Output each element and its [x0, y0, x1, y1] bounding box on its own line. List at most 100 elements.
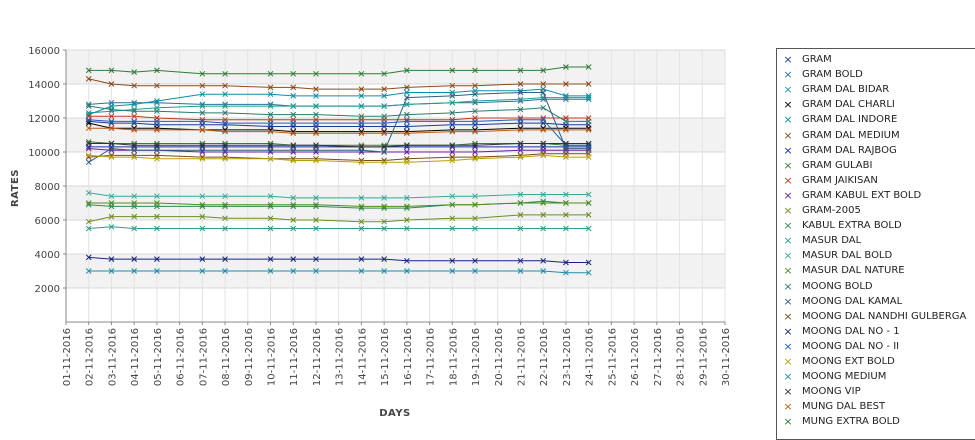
data-point	[131, 200, 138, 206]
data-point	[404, 217, 410, 223]
data-point	[85, 218, 92, 225]
data-point	[108, 213, 115, 220]
series-line	[88, 214, 589, 223]
data-point	[540, 140, 547, 147]
x-tick-label: 27-11-2016	[653, 328, 664, 386]
legend-label: MOONG VIP	[802, 386, 861, 398]
legend-label: GRAM	[802, 54, 832, 65]
legend-label: GRAM GULABI	[802, 159, 873, 171]
data-point	[85, 140, 92, 147]
data-point	[222, 82, 228, 89]
data-point	[85, 268, 92, 274]
data-point	[131, 256, 138, 262]
data-point	[85, 145, 92, 152]
data-point	[313, 268, 319, 274]
data-point	[381, 218, 387, 225]
data-point	[540, 212, 547, 218]
legend-item: × GRAM DAL CHARLI	[777, 98, 975, 112]
legend-item: × MOONG VIP	[777, 385, 975, 399]
legend-item: × MASUR DAL BOLD	[777, 249, 975, 263]
x-tick-label: 19-11-2016	[471, 328, 482, 386]
data-point	[585, 225, 592, 232]
data-point	[585, 191, 592, 198]
data-point	[449, 99, 456, 106]
data-point	[290, 256, 297, 262]
data-point	[358, 159, 365, 166]
data-point	[449, 110, 456, 116]
data-point	[222, 225, 228, 232]
data-point	[199, 70, 206, 77]
legend-marker-icon: ×	[783, 113, 793, 127]
data-point	[404, 123, 410, 130]
data-point	[449, 128, 456, 135]
data-point	[540, 127, 547, 133]
legend-item: × MASUR DAL	[777, 234, 975, 248]
data-point	[358, 144, 365, 150]
data-point	[85, 200, 92, 206]
x-tick-label: 22-11-2016	[539, 328, 550, 386]
series-moong-dal-kamal	[85, 89, 592, 166]
data-point	[85, 254, 92, 261]
data-point	[585, 93, 592, 99]
x-tick-label: 21-11-2016	[516, 328, 527, 386]
legend-item: × GRAM DAL RAJBOG	[777, 144, 975, 158]
data-point	[267, 142, 274, 149]
x-tick-label: 06-11-2016	[176, 328, 187, 386]
y-tick-label: 10000	[28, 148, 60, 159]
data-point	[108, 193, 115, 200]
data-point	[199, 118, 206, 125]
legend-marker-icon: ×	[783, 158, 793, 172]
data-point	[563, 212, 569, 218]
legend-marker-icon: ×	[783, 415, 793, 429]
data-point	[449, 67, 456, 74]
legend-item: × MOONG EXT BOLD	[777, 355, 975, 369]
data-point	[154, 225, 160, 232]
data-point	[449, 215, 456, 222]
legend-item: × MOONG DAL NO - II	[777, 340, 975, 354]
legend-item: × MUNG EXTRA BOLD	[777, 415, 975, 429]
data-point	[472, 149, 478, 155]
data-point	[585, 259, 592, 266]
x-tick-label: 01-11-2016	[62, 328, 73, 386]
series-gram-dal-bidar	[85, 94, 592, 116]
x-tick-label: 10-11-2016	[267, 328, 278, 386]
legend-marker-icon: ×	[783, 128, 793, 142]
data-point	[358, 70, 365, 77]
data-point	[222, 215, 228, 222]
data-point	[540, 67, 547, 74]
legend-marker-icon: ×	[783, 339, 793, 353]
data-point	[131, 154, 138, 160]
data-point	[290, 195, 297, 201]
data-point	[154, 127, 160, 133]
data-point	[381, 130, 387, 137]
series-layer	[85, 64, 592, 276]
data-point	[358, 268, 365, 274]
data-point	[449, 118, 456, 125]
legend-label: GRAM JAIKISAN	[802, 174, 878, 186]
data-point	[472, 257, 478, 264]
legend-label: MASUR DAL	[802, 235, 862, 247]
data-point	[131, 69, 138, 75]
data-point	[517, 96, 524, 103]
data-point	[199, 110, 206, 116]
data-point	[222, 91, 228, 98]
data-point	[154, 67, 160, 74]
data-point	[563, 191, 569, 198]
data-point	[267, 84, 274, 91]
data-point	[563, 140, 569, 147]
data-point	[290, 225, 297, 232]
data-point	[313, 157, 319, 164]
data-point	[585, 200, 592, 206]
plot-band	[66, 50, 725, 84]
data-point	[222, 268, 228, 274]
data-point	[267, 120, 274, 126]
series-line	[88, 202, 589, 207]
data-point	[472, 268, 478, 274]
data-point	[472, 91, 478, 98]
data-point	[222, 103, 228, 109]
data-point	[381, 256, 387, 262]
series-line	[88, 120, 589, 127]
data-point	[449, 201, 456, 208]
data-point	[404, 268, 410, 274]
data-point	[222, 110, 228, 116]
